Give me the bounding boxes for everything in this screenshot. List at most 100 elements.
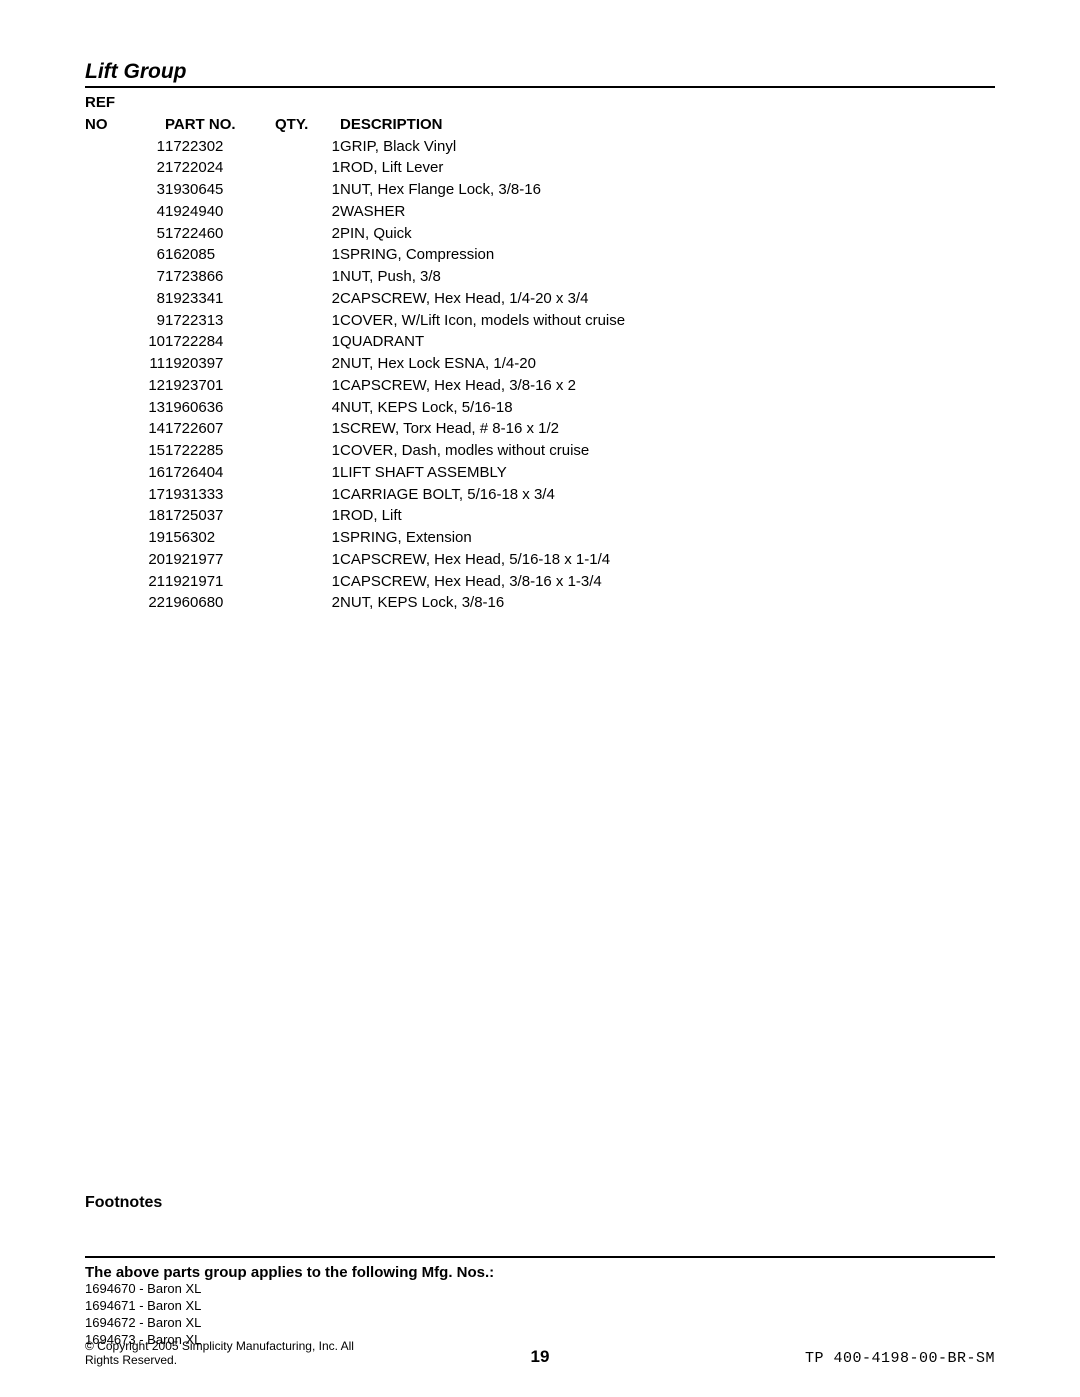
cell-qty: 2: [275, 592, 340, 614]
cell-part: 1920397: [165, 353, 275, 375]
cell-qty: 1: [275, 549, 340, 571]
table-row: 1219237011CAPSCREW, Hex Head, 3/8-16 x 2: [85, 375, 625, 397]
cell-part: 1930645: [165, 179, 275, 201]
cell-desc: CAPSCREW, Hex Head, 3/8-16 x 1-3/4: [340, 571, 625, 593]
table-row: 1719313331CARRIAGE BOLT, 5/16-18 x 3/4: [85, 484, 625, 506]
cell-part: 1722302: [165, 136, 275, 158]
table-row: 1417226071SCREW, Torx Head, # 8-16 x 1/2: [85, 418, 625, 440]
cell-qty: 1: [275, 375, 340, 397]
cell-qty: 2: [275, 201, 340, 223]
cell-desc: GRIP, Black Vinyl: [340, 136, 625, 158]
cell-part: 1722607: [165, 418, 275, 440]
cell-part: 1722284: [165, 331, 275, 353]
cell-desc: COVER, W/Lift Icon, models without cruis…: [340, 310, 625, 332]
table-row: 217220241ROD, Lift Lever: [85, 157, 625, 179]
cell-ref: 16: [85, 462, 165, 484]
cell-qty: 1: [275, 244, 340, 266]
cell-part: 1726404: [165, 462, 275, 484]
cell-part: 1923701: [165, 375, 275, 397]
cell-ref: 11: [85, 353, 165, 375]
cell-part: 1931333: [165, 484, 275, 506]
cell-part: 1960636: [165, 397, 275, 419]
cell-ref: 17: [85, 484, 165, 506]
col-header-desc: DESCRIPTION: [340, 92, 625, 136]
applies-to-heading: The above parts group applies to the fol…: [85, 1264, 995, 1281]
table-row: 917223131COVER, W/Lift Icon, models with…: [85, 310, 625, 332]
cell-desc: SCREW, Torx Head, # 8-16 x 1/2: [340, 418, 625, 440]
cell-qty: 1: [275, 484, 340, 506]
cell-part: 1725037: [165, 505, 275, 527]
cell-part: 1722460: [165, 223, 275, 245]
cell-part: 162085: [165, 244, 275, 266]
cell-ref: 13: [85, 397, 165, 419]
cell-part: 1921977: [165, 549, 275, 571]
parts-table: REF NO PART NO. QTY. DESCRIPTION 1172230…: [85, 92, 625, 614]
table-row: 717238661NUT, Push, 3/8: [85, 266, 625, 288]
table-row: 117223021GRIP, Black Vinyl: [85, 136, 625, 158]
cell-part: 156302: [165, 527, 275, 549]
cell-desc: NUT, KEPS Lock, 3/8-16: [340, 592, 625, 614]
mfg-no-item: 1694672 - Baron XL: [85, 1315, 995, 1332]
table-header-row: REF NO PART NO. QTY. DESCRIPTION: [85, 92, 625, 136]
section-title: Lift Group: [85, 60, 995, 84]
cell-ref: 8: [85, 288, 165, 310]
mfg-no-item: 1694670 - Baron XL: [85, 1281, 995, 1298]
cell-ref: 9: [85, 310, 165, 332]
col-header-qty: QTY.: [275, 92, 340, 136]
cell-desc: CARRIAGE BOLT, 5/16-18 x 3/4: [340, 484, 625, 506]
cell-ref: 22: [85, 592, 165, 614]
cell-desc: CAPSCREW, Hex Head, 3/8-16 x 2: [340, 375, 625, 397]
table-row: 517224602PIN, Quick: [85, 223, 625, 245]
cell-ref: 5: [85, 223, 165, 245]
cell-desc: SPRING, Extension: [340, 527, 625, 549]
cell-desc: QUADRANT: [340, 331, 625, 353]
cell-qty: 1: [275, 331, 340, 353]
mfg-no-item: 1694671 - Baron XL: [85, 1298, 995, 1315]
title-rule: [85, 86, 995, 88]
cell-part: 1722285: [165, 440, 275, 462]
cell-desc: PIN, Quick: [340, 223, 625, 245]
cell-ref: 4: [85, 201, 165, 223]
cell-ref: 7: [85, 266, 165, 288]
cell-ref: 15: [85, 440, 165, 462]
cell-ref: 1: [85, 136, 165, 158]
footnotes-rule: [85, 1256, 995, 1258]
table-row: 419249402WASHER: [85, 201, 625, 223]
cell-desc: CAPSCREW, Hex Head, 1/4-20 x 3/4: [340, 288, 625, 310]
cell-part: 1723866: [165, 266, 275, 288]
footer-copyright: © Copyright 2005 Simplicity Manufacturin…: [85, 1339, 388, 1367]
cell-qty: 1: [275, 505, 340, 527]
cell-ref: 6: [85, 244, 165, 266]
cell-desc: CAPSCREW, Hex Head, 5/16-18 x 1-1/4: [340, 549, 625, 571]
footnotes-heading: Footnotes: [85, 1194, 995, 1212]
cell-ref: 10: [85, 331, 165, 353]
cell-desc: NUT, Push, 3/8: [340, 266, 625, 288]
cell-qty: 1: [275, 440, 340, 462]
cell-qty: 2: [275, 353, 340, 375]
cell-ref: 21: [85, 571, 165, 593]
cell-qty: 1: [275, 418, 340, 440]
cell-qty: 1: [275, 179, 340, 201]
table-row: 2019219771CAPSCREW, Hex Head, 5/16-18 x …: [85, 549, 625, 571]
cell-ref: 20: [85, 549, 165, 571]
cell-part: 1722313: [165, 310, 275, 332]
table-row: 1617264041LIFT SHAFT ASSEMBLY: [85, 462, 625, 484]
table-row: 1119203972NUT, Hex Lock ESNA, 1/4-20: [85, 353, 625, 375]
cell-desc: ROD, Lift Lever: [340, 157, 625, 179]
cell-desc: WASHER: [340, 201, 625, 223]
cell-qty: 1: [275, 310, 340, 332]
cell-desc: ROD, Lift: [340, 505, 625, 527]
cell-desc: NUT, Hex Flange Lock, 3/8-16: [340, 179, 625, 201]
cell-qty: 2: [275, 223, 340, 245]
parts-tbody: 117223021GRIP, Black Vinyl217220241ROD, …: [85, 136, 625, 615]
table-row: 191563021SPRING, Extension: [85, 527, 625, 549]
footer-page-number: 19: [388, 1347, 691, 1367]
table-row: 319306451NUT, Hex Flange Lock, 3/8-16: [85, 179, 625, 201]
cell-desc: LIFT SHAFT ASSEMBLY: [340, 462, 625, 484]
cell-qty: 1: [275, 527, 340, 549]
cell-desc: COVER, Dash, modles without cruise: [340, 440, 625, 462]
cell-ref: 18: [85, 505, 165, 527]
cell-qty: 4: [275, 397, 340, 419]
cell-qty: 2: [275, 288, 340, 310]
cell-qty: 1: [275, 266, 340, 288]
